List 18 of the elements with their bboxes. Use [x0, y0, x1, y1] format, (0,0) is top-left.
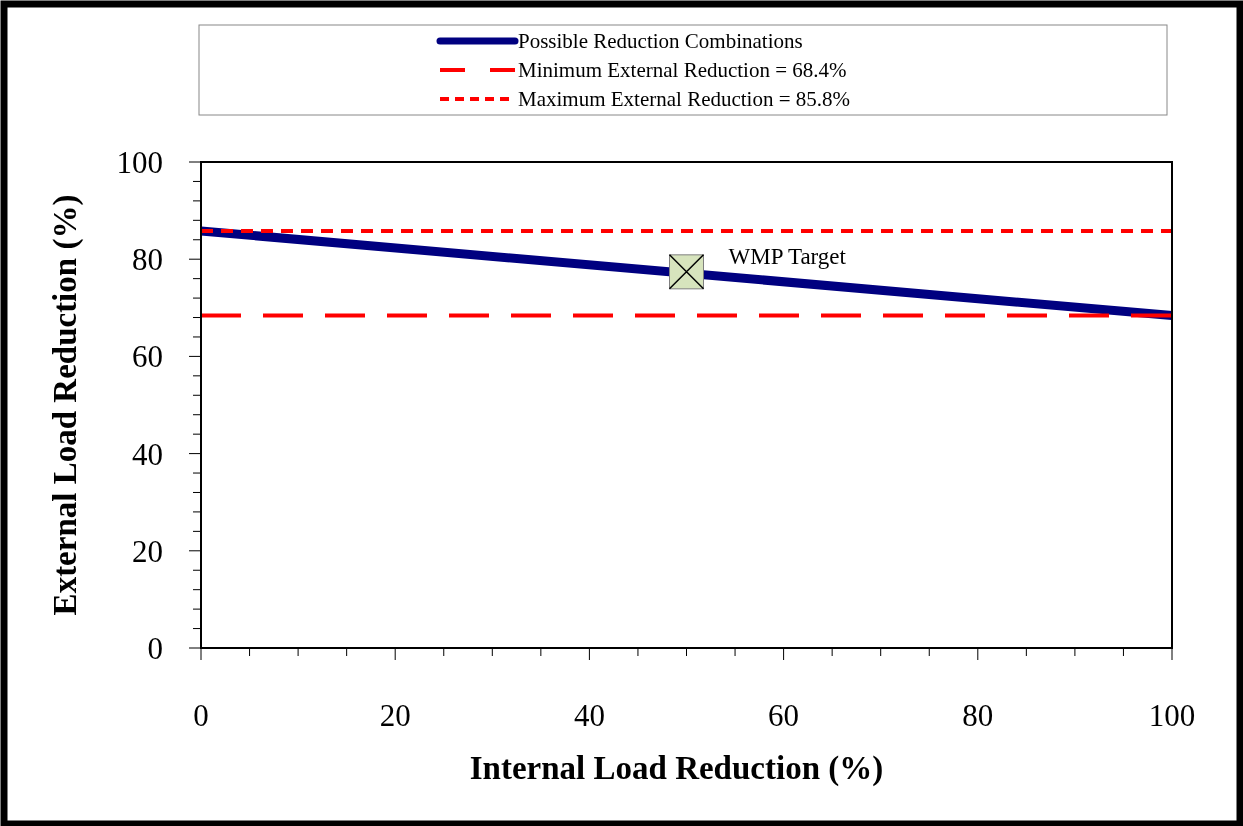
x-tick-label: 0 — [193, 698, 209, 733]
y-tick-label: 40 — [132, 436, 163, 472]
y-axis-title: External Load Reduction (%) — [47, 194, 84, 616]
y-tick-label: 100 — [116, 145, 163, 180]
annotation: WMP Target — [728, 243, 847, 269]
y-tick-label: 60 — [132, 339, 163, 375]
y-tick-label: 20 — [132, 533, 163, 569]
y-tick-label: 80 — [132, 242, 163, 278]
x-tick-label: 60 — [768, 698, 800, 733]
legend-label: Possible Reduction Combinations — [518, 29, 803, 53]
legend-label: Minimum External Reduction = 68.4% — [518, 58, 847, 82]
x-tick-label: 100 — [1148, 698, 1196, 733]
x-tick-label: 20 — [379, 698, 411, 733]
x-axis-title: Internal Load Reduction (%) — [469, 750, 884, 787]
x-tick-label: 80 — [962, 698, 994, 733]
y-tick-label: 0 — [147, 631, 163, 666]
legend-label: Maximum External Reduction = 85.8% — [518, 87, 851, 111]
x-tick-label: 40 — [573, 698, 605, 733]
